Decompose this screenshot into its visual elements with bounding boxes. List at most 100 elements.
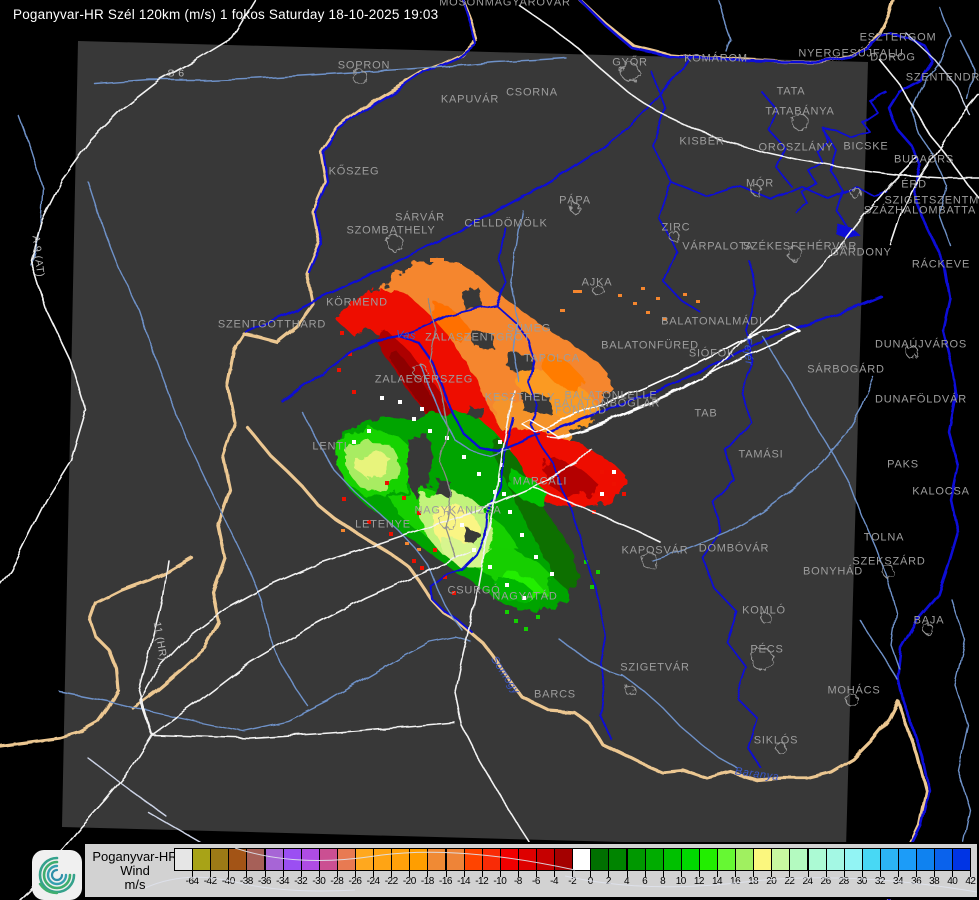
city-label: GYŐR — [612, 56, 648, 69]
rivers-major — [244, 0, 960, 900]
legend-tick-label: -18 — [420, 876, 434, 887]
legend-tick-label: -34 — [276, 876, 290, 887]
legend-tick — [481, 871, 483, 877]
city-label: BICSKE — [843, 140, 889, 153]
legend-tick-label: -42 — [203, 876, 217, 887]
city-label: KŐSZEG — [328, 165, 380, 178]
city-label: KESZTHELY — [484, 391, 556, 404]
legend-tick — [264, 871, 266, 877]
city-label: PÉCS — [750, 643, 784, 656]
rivers-minor — [17, 0, 976, 851]
legend-cell — [916, 848, 936, 871]
city-label: RÁCKEVE — [911, 258, 971, 271]
legend-cell — [499, 848, 519, 871]
legend-tick-label: -26 — [348, 876, 362, 887]
legend-tick-label: -10 — [493, 876, 507, 887]
city-label: DOROG — [870, 51, 916, 64]
legend-tick — [807, 871, 809, 877]
legend-tick-label: 28 — [838, 876, 850, 887]
legend-tick — [952, 871, 954, 877]
city-label: MOSONMAGYARÓVÁR — [439, 0, 571, 9]
legend-tick — [572, 871, 574, 877]
legend-cell — [282, 848, 302, 871]
legend-cell — [517, 848, 537, 871]
legend-tick-label: -16 — [439, 876, 452, 887]
legend-cell — [427, 848, 447, 871]
legend-tick — [970, 871, 972, 877]
legend-unit: m/s — [124, 877, 146, 892]
legend-tick-label: -24 — [366, 876, 380, 887]
legend-tick-label: -8 — [513, 876, 522, 887]
legend-tick — [536, 871, 537, 877]
legend-cell — [680, 848, 700, 871]
city-label: CSURGÓ — [447, 584, 501, 597]
city-label: KOMLÓ — [742, 604, 786, 617]
city-label: KAPUVÁR — [440, 93, 500, 106]
legend-cell — [536, 848, 556, 871]
legend-tick — [608, 871, 610, 877]
city-label: ZALASZENTGRÓT — [425, 331, 531, 344]
city-label: SZENTENDRE — [905, 71, 979, 84]
road-label: 11 (HR) — [150, 620, 170, 662]
city-label: BALATONLELLE — [564, 389, 658, 402]
legend-tick-label: 4 — [623, 876, 630, 887]
legend-tick-label: -12 — [475, 876, 489, 887]
legend-cell — [355, 848, 375, 871]
legend-tick-label: 0 — [587, 876, 594, 887]
legend-tick — [698, 871, 700, 877]
legend-tick-label: 10 — [675, 876, 687, 887]
legend-tick — [825, 871, 827, 877]
legend-cell — [698, 848, 718, 871]
legend-tick-label: 16 — [730, 876, 741, 887]
city-label: SZEKSZÁRD — [852, 555, 926, 568]
legend-cell — [174, 848, 194, 871]
city-label: SÁRBOGÁRD — [807, 363, 885, 376]
legend-tick-label: 40 — [947, 876, 958, 887]
city-label: CELLDÖMÖLK — [464, 217, 548, 230]
legend-tick-label: 22 — [784, 876, 795, 887]
city-label: KALOCSA — [912, 485, 970, 498]
city-label: TATABÁNYA — [765, 105, 835, 118]
legend-cell — [336, 848, 356, 871]
legend-tick-label: -64 — [185, 876, 199, 887]
legend-tick — [843, 871, 845, 877]
legend-tick-label: 32 — [874, 876, 886, 887]
legend-tick — [916, 871, 918, 877]
county-line-gray — [427, 297, 457, 559]
city-label: NAGYKANIZSA — [414, 504, 502, 517]
legend-tick — [554, 871, 556, 877]
road-label: S 6 — [167, 67, 185, 80]
legend-cell — [934, 848, 954, 871]
legend-cell — [463, 848, 483, 871]
town-outlines — [352, 62, 934, 754]
legend-cell — [644, 848, 664, 871]
city-label: DOMBÓVÁR — [698, 542, 770, 555]
city-label: BALATONBOGLÁR — [553, 397, 661, 410]
city-label: DUNAFÖLDVÁR — [875, 393, 967, 406]
city-label: TAMÁSI — [738, 448, 784, 461]
legend-quantity: Wind — [120, 863, 150, 878]
legend-cell — [753, 848, 773, 871]
legend-tick — [246, 871, 248, 877]
legend-cell — [807, 848, 827, 871]
city-label: GÁRDONY — [830, 246, 892, 259]
city-label: SZÁZHALOMBATTA — [863, 204, 977, 217]
river-label: Somogy — [488, 653, 522, 697]
legend-product: Poganyvar-HR — [92, 849, 178, 864]
legend-tick-label: 18 — [748, 876, 759, 887]
city-label: MARCALI — [512, 475, 568, 488]
river-label: Baranya — [734, 765, 780, 784]
city-label: TAB — [694, 407, 718, 420]
legend-tick — [680, 871, 682, 877]
legend-cell — [789, 848, 809, 871]
city-label: PAKS — [887, 458, 919, 471]
legend-cell — [825, 848, 845, 871]
legend-tick-label: -32 — [294, 876, 308, 887]
city-label: DUNAÚJVÁROS — [875, 338, 967, 351]
city-label: NYERGESÚJFALU — [798, 47, 904, 60]
city-label: TATA — [776, 85, 806, 98]
legend-tick-label: 14 — [711, 876, 723, 887]
